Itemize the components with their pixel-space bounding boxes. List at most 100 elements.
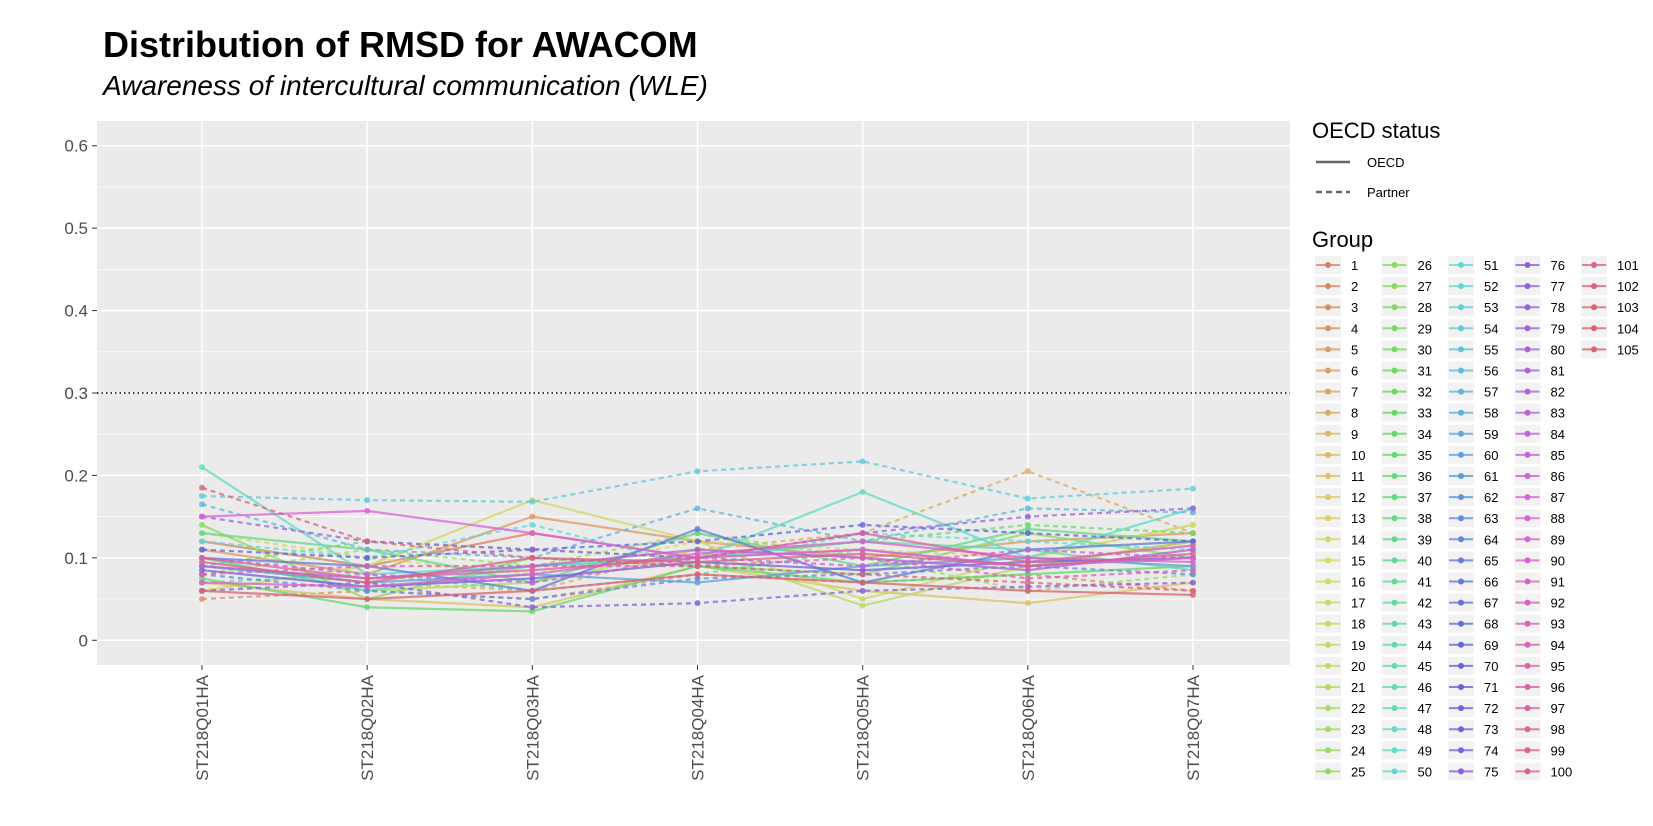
group-legend-key-point [1524, 557, 1531, 564]
group-legend-label: 45 [1418, 659, 1432, 674]
group-legend-label: 2 [1351, 279, 1358, 294]
group-legend-label: 23 [1351, 722, 1365, 737]
data-point [199, 501, 205, 508]
data-point [364, 497, 371, 504]
group-legend-key-point [1325, 430, 1331, 437]
group-legend-key-point [1391, 705, 1398, 712]
group-legend-key-point [1325, 515, 1331, 522]
group-legend-key-point [1325, 451, 1331, 458]
group-legend-label: 21 [1351, 680, 1365, 695]
group-legend-key-point [1391, 262, 1398, 268]
data-point [1024, 567, 1031, 574]
group-legend-label: 64 [1484, 532, 1498, 547]
data-point [1024, 587, 1031, 594]
data-point [859, 554, 866, 561]
data-point [364, 538, 371, 545]
data-point [1190, 554, 1196, 561]
group-legend-label: 20 [1351, 659, 1365, 674]
group-legend-label: 84 [1551, 427, 1565, 442]
group-legend-key-point [1458, 662, 1464, 669]
data-point [694, 579, 701, 586]
group-legend-key-point [1391, 388, 1398, 395]
group-legend-key-point [1391, 536, 1398, 543]
group-legend-label: 68 [1484, 617, 1498, 632]
group-legend-label: 53 [1484, 300, 1498, 315]
data-point [1190, 563, 1196, 570]
group-legend-key-point [1391, 304, 1398, 311]
group-legend-label: 99 [1551, 743, 1565, 758]
group-legend-key-point [1524, 662, 1531, 669]
group-legend-key-point [1391, 515, 1398, 522]
group-legend-key-point [1524, 494, 1531, 501]
group-legend-label: 78 [1551, 300, 1565, 315]
data-point [694, 558, 701, 565]
x-tick-label: ST218Q07HA [1184, 674, 1203, 780]
y-tick-label: 0 [79, 631, 88, 650]
group-legend-label: 76 [1551, 258, 1565, 273]
group-legend-key-point [1458, 304, 1464, 311]
group-legend-label: 11 [1351, 469, 1365, 484]
group-legend-key-point [1391, 747, 1398, 754]
group-legend-key-point [1325, 768, 1331, 775]
data-point [529, 571, 536, 578]
group-legend-label: 67 [1484, 596, 1498, 611]
group-legend-key-point [1524, 705, 1531, 712]
group-legend-label: 96 [1551, 680, 1565, 695]
data-point [1024, 563, 1031, 570]
data-point [1024, 468, 1031, 475]
group-legend-key-point [1458, 409, 1464, 416]
data-point [859, 596, 866, 603]
group-legend-label: 95 [1551, 659, 1565, 674]
group-legend-key-point [1391, 620, 1398, 627]
group-legend-label: 28 [1418, 300, 1432, 315]
group-legend-key-point [1458, 578, 1464, 585]
group-legend-label: 13 [1351, 511, 1365, 526]
group-legend-key-point [1524, 367, 1531, 374]
data-point [364, 571, 371, 578]
group-legend-key-point [1391, 451, 1398, 458]
group-legend-label: 60 [1484, 448, 1498, 463]
group-legend-label: 39 [1418, 532, 1432, 547]
group-legend-label: 100 [1551, 764, 1573, 779]
group-legend-key-point [1524, 515, 1531, 522]
group-legend-label: 101 [1617, 258, 1639, 273]
group-legend-label: 31 [1418, 364, 1432, 379]
group-legend-label: 59 [1484, 427, 1498, 442]
data-point [859, 579, 866, 586]
x-tick-label: ST218Q06HA [1019, 674, 1038, 780]
data-point [199, 464, 205, 471]
group-legend-label: 82 [1551, 385, 1565, 400]
data-point [529, 579, 536, 586]
y-tick-label: 0.6 [64, 137, 88, 156]
group-legend-title: Group [1312, 227, 1373, 252]
group-legend-label: 97 [1551, 701, 1565, 716]
group-legend-label: 88 [1551, 511, 1565, 526]
data-point [1024, 600, 1031, 607]
chart-title: Distribution of RMSD for AWACOM [103, 24, 698, 65]
data-point [694, 538, 701, 545]
group-legend-label: 65 [1484, 553, 1498, 568]
group-legend-label: 41 [1418, 575, 1432, 590]
group-legend-label: 7 [1351, 385, 1358, 400]
data-point [859, 488, 866, 495]
data-point [199, 579, 205, 586]
x-tick-label: ST218Q02HA [358, 674, 377, 780]
data-point [694, 505, 701, 512]
group-legend-label: 52 [1484, 279, 1498, 294]
group-legend-label: 29 [1418, 321, 1432, 336]
data-point [694, 530, 701, 537]
group-legend-key-point [1325, 473, 1331, 479]
group-legend-label: 58 [1484, 406, 1498, 421]
group-legend-key-point [1391, 346, 1398, 353]
group-legend-label: 71 [1484, 680, 1498, 695]
group-legend-label: 50 [1418, 764, 1432, 779]
data-point [529, 608, 536, 615]
group-legend-label: 51 [1484, 258, 1498, 273]
group-legend-label: 85 [1551, 448, 1565, 463]
group-legend-label: 25 [1351, 764, 1365, 779]
group-legend-key-point [1524, 346, 1531, 353]
group-legend-key-point [1391, 430, 1398, 437]
group-legend-key-point [1325, 599, 1331, 606]
data-point [529, 575, 536, 582]
